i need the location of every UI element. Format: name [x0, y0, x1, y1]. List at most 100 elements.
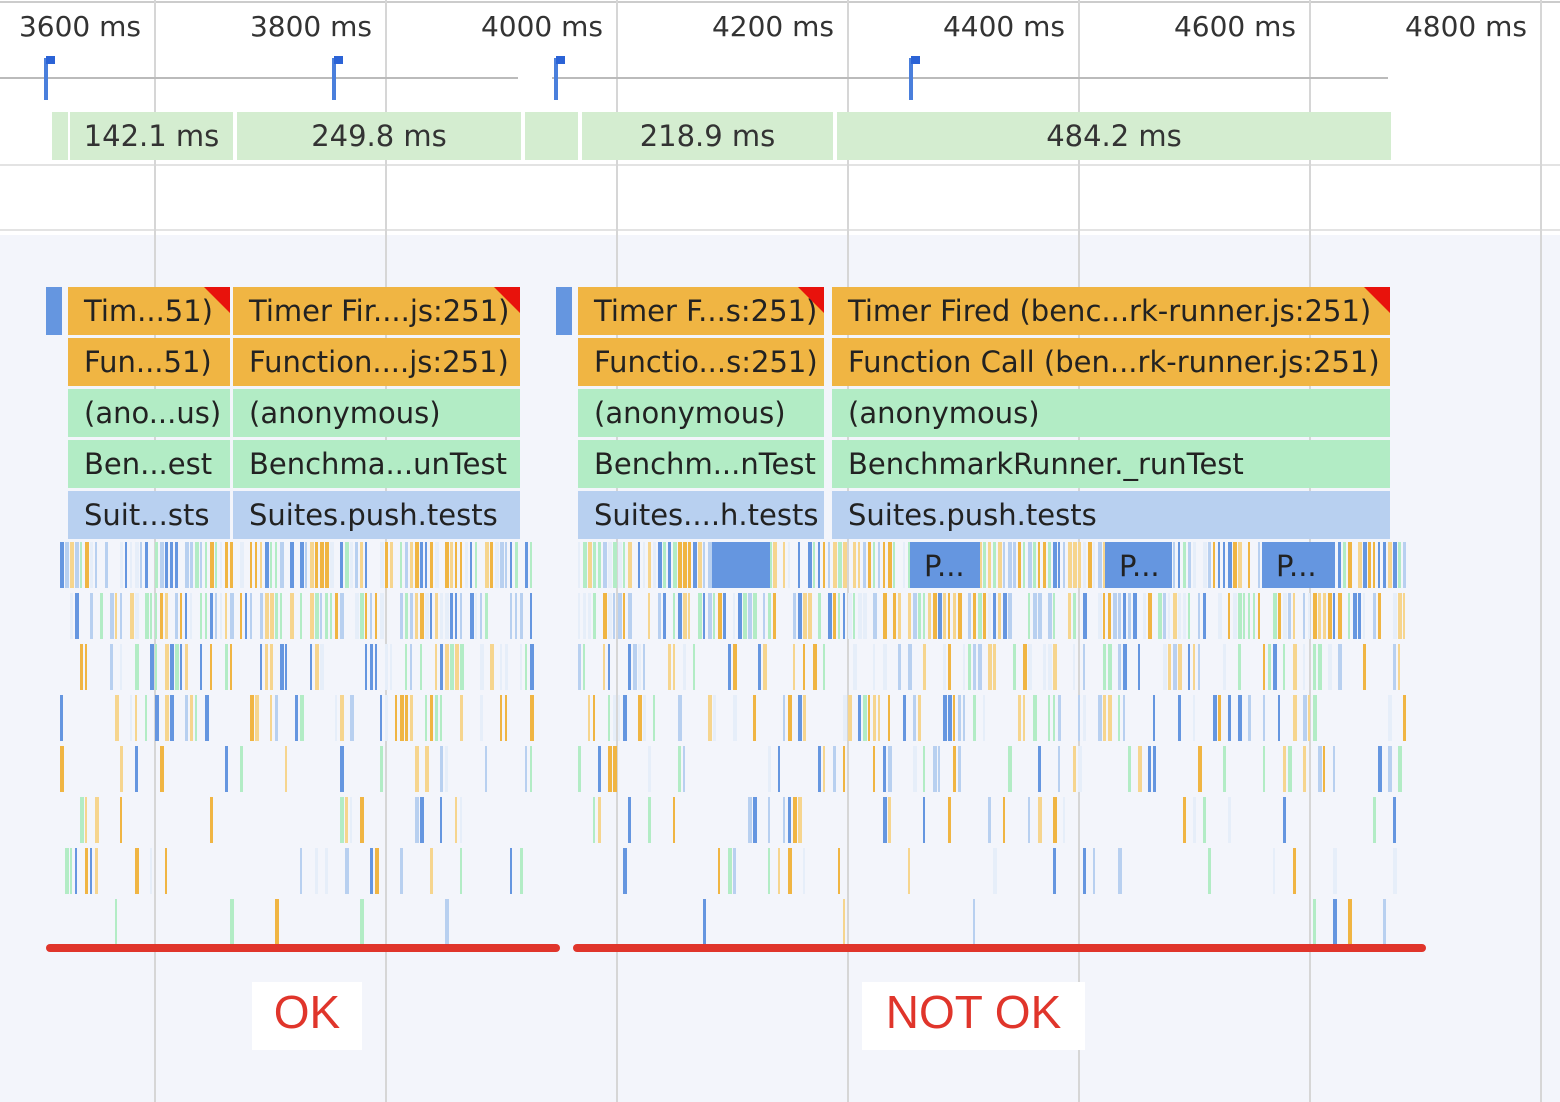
call-stripe [345, 848, 349, 894]
call-stripe [405, 593, 408, 639]
call-stripe [988, 542, 991, 588]
marker-flag [46, 56, 55, 64]
call-stripe [628, 797, 631, 843]
call-stripe [290, 593, 294, 639]
call-stripe [420, 644, 422, 690]
call-stripe [445, 593, 449, 639]
call-stripe [578, 644, 581, 690]
call-stripe [1263, 746, 1265, 792]
call-stripe [1178, 695, 1181, 741]
call-stripe [933, 593, 937, 639]
call-stripe [1363, 593, 1365, 639]
call-stripe [1198, 644, 1200, 690]
call-stripe [1028, 797, 1030, 843]
call-stripe [588, 695, 590, 741]
call-stripe [1328, 593, 1332, 639]
call-stripe [510, 542, 512, 588]
ruler-label: 4800 ms [1405, 10, 1527, 43]
call-stripe [718, 848, 720, 894]
flame-block [68, 338, 230, 386]
frame [237, 112, 521, 160]
call-stripe [808, 593, 812, 639]
call-stripe [80, 644, 83, 690]
call-stripe [390, 644, 392, 690]
call-stripe [1253, 593, 1255, 639]
call-stripe [1338, 593, 1342, 639]
call-stripe [135, 695, 137, 741]
call-stripe [603, 644, 605, 690]
call-stripe [1303, 593, 1305, 639]
call-stripe [793, 797, 797, 843]
call-stripe [70, 593, 73, 639]
call-stripe [135, 542, 139, 588]
call-stripe [593, 695, 595, 741]
call-stripe [205, 695, 209, 741]
call-stripe [1313, 644, 1316, 690]
call-stripe [180, 593, 182, 639]
call-stripe [973, 899, 975, 945]
call-stripe [983, 593, 986, 639]
call-stripe [85, 542, 89, 588]
flame-block [68, 287, 230, 335]
call-stripe [390, 542, 393, 588]
call-stripe [938, 593, 942, 639]
call-stripe [1293, 695, 1297, 741]
call-stripe [350, 695, 354, 741]
call-stripe [260, 593, 263, 639]
call-stripe [843, 593, 845, 639]
call-stripe [888, 746, 892, 792]
call-stripe [350, 797, 352, 843]
call-stripe [140, 542, 142, 588]
flame-block [832, 389, 1390, 437]
frame [525, 112, 578, 160]
call-stripe [440, 797, 442, 843]
call-stripe [1033, 542, 1036, 588]
call-stripe [1043, 542, 1046, 588]
call-stripe [1343, 542, 1346, 588]
call-stripe [1308, 695, 1310, 741]
call-stripe [683, 542, 687, 588]
call-stripe [265, 593, 269, 639]
call-stripe [883, 593, 887, 639]
call-stripe [778, 848, 780, 894]
call-stripe [170, 644, 174, 690]
call-stripe [1083, 542, 1086, 588]
call-stripe [993, 542, 996, 588]
call-stripe [1168, 593, 1170, 639]
call-stripe [1073, 746, 1076, 792]
call-stripe [340, 593, 344, 639]
call-stripe [1083, 644, 1085, 690]
call-stripe [435, 644, 437, 690]
call-stripe [345, 542, 349, 588]
call-stripe [583, 593, 586, 639]
call-stripe [883, 797, 887, 843]
call-stripe [748, 593, 752, 639]
call-stripe [505, 542, 507, 588]
call-stripe [1048, 542, 1051, 588]
flame-label: P... [924, 549, 965, 583]
call-stripe [370, 644, 373, 690]
call-stripe [210, 797, 213, 843]
call-stripe [1328, 644, 1332, 690]
call-stripe [455, 542, 457, 588]
call-stripe [988, 644, 992, 690]
call-stripe [300, 593, 302, 639]
call-stripe [405, 542, 408, 588]
call-stripe [465, 542, 468, 588]
call-stripe [520, 848, 523, 894]
call-stripe [763, 593, 765, 639]
call-stripe [500, 695, 502, 741]
call-stripe [460, 848, 462, 894]
call-stripe [1393, 542, 1397, 588]
call-stripe [265, 542, 269, 588]
call-stripe [873, 746, 875, 792]
ruler-label: 3800 ms [250, 10, 372, 43]
call-stripe [360, 593, 364, 639]
call-stripe [1248, 695, 1251, 741]
call-stripe [828, 542, 830, 588]
call-stripe [608, 695, 610, 741]
call-stripe [1348, 542, 1352, 588]
call-stripe [135, 746, 138, 792]
call-stripe [385, 542, 388, 588]
call-stripe [628, 593, 632, 639]
